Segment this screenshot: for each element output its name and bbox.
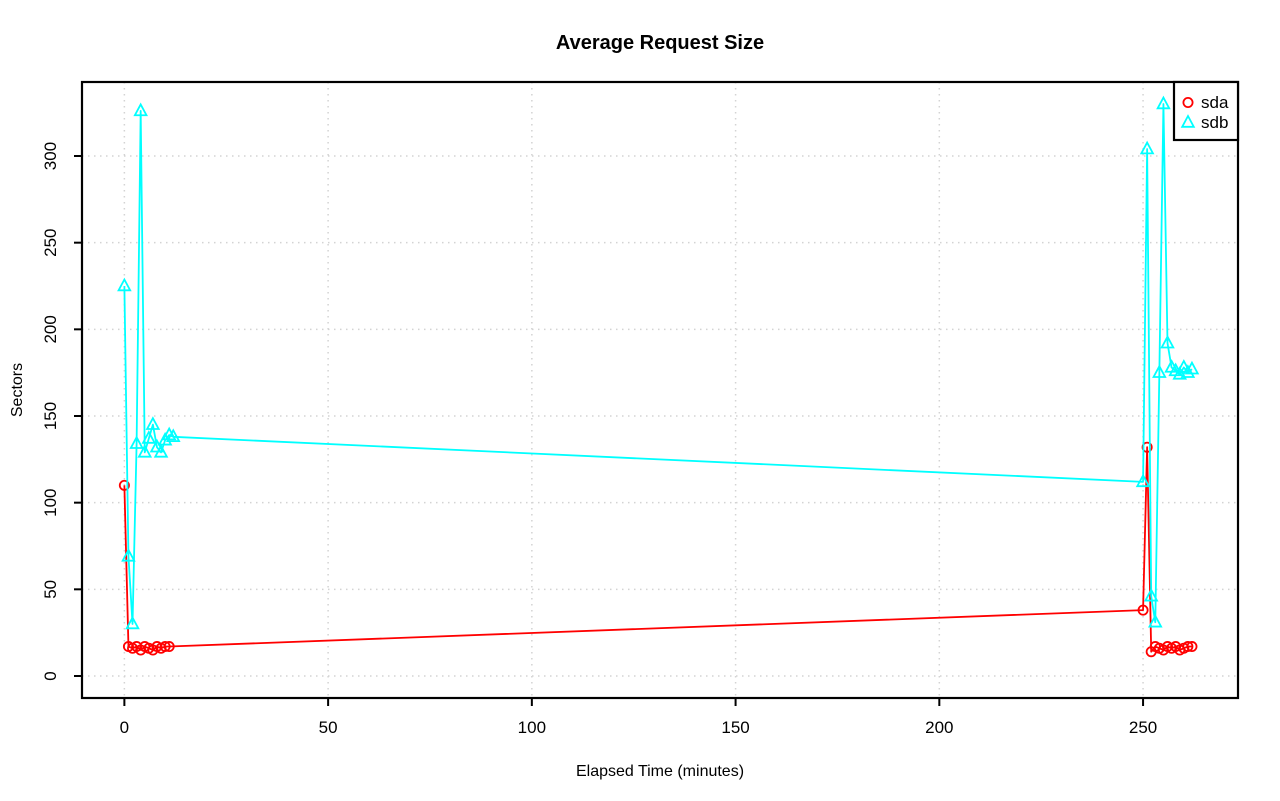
series-sdb-marker [1184,360,1200,375]
series-sdb-line [123,103,1193,625]
series-sdb-marker [137,443,153,458]
series-sdb-marker [141,430,157,444]
y-tick-label: 0 [41,671,60,680]
y-axis-label: Sectors [9,363,26,417]
series-sda-marker [1186,641,1198,653]
series-sdb-marker [133,102,148,117]
x-tick-label: 0 [120,718,129,737]
series-sda [118,441,1198,658]
y-tick-label: 100 [41,488,60,516]
series-sda-marker [1182,641,1194,653]
series-sdb-marker [1156,95,1171,110]
legend: sda sdb [1172,80,1240,142]
series-sdb-marker [121,547,136,562]
legend-box [1172,80,1240,142]
y-tick-label: 50 [41,580,60,599]
x-tick-label: 200 [925,718,953,737]
series-sdb-marker [1143,587,1159,602]
x-tick-label: 250 [1129,718,1157,737]
series-sda-marker [163,641,175,653]
series-sdb-marker [1152,364,1167,378]
y-tick-label: 200 [41,315,60,343]
x-tick-label: 150 [721,718,749,737]
series-sda-marker [118,479,130,491]
series-sdb-marker [117,277,132,292]
y-tick-label: 250 [41,228,60,256]
series-sda-marker [159,641,171,653]
legend-label-sdb: sdb [1201,113,1228,132]
series-sdb-marker [1147,613,1163,628]
series-sdb-marker [129,435,144,449]
series-sdb-marker [1135,473,1151,488]
series-sda-marker [1141,441,1153,453]
series-sdb-marker [125,615,140,630]
legend-label-sda: sda [1201,93,1229,112]
y-tick-label: 300 [41,142,60,170]
chart-title: Average Request Size [556,32,764,54]
x-axis: 0 50 100 150 200 250 [120,698,1157,737]
x-axis-label: Elapsed Time (minutes) [576,763,744,780]
x-tick-label: 100 [518,718,546,737]
series-sdb-marker [149,438,165,453]
series-sda-marker [1137,604,1149,616]
series-layer [117,95,1200,658]
series-sdb-marker [1139,140,1155,155]
series-sdb-marker [165,428,181,442]
y-tick-label: 150 [41,402,60,430]
series-sdb-marker [153,443,169,458]
gridlines [82,82,1238,698]
series-sdb [117,95,1200,630]
plot-box [80,80,1240,700]
series-sdb-marker [1160,334,1175,349]
legend-marker-sdb-triangle-icon [1180,114,1196,128]
legend-marker-sda-circle-icon [1182,97,1194,109]
series-sdb-marker [1172,365,1188,380]
series-sdb-marker [1176,359,1192,373]
y-axis: 0 50 100 150 200 250 300 [41,142,82,681]
series-sdb-marker [1180,364,1196,378]
series-sdb-marker [145,416,161,430]
x-tick-label: 50 [319,718,338,737]
series-sda-line [123,446,1192,653]
